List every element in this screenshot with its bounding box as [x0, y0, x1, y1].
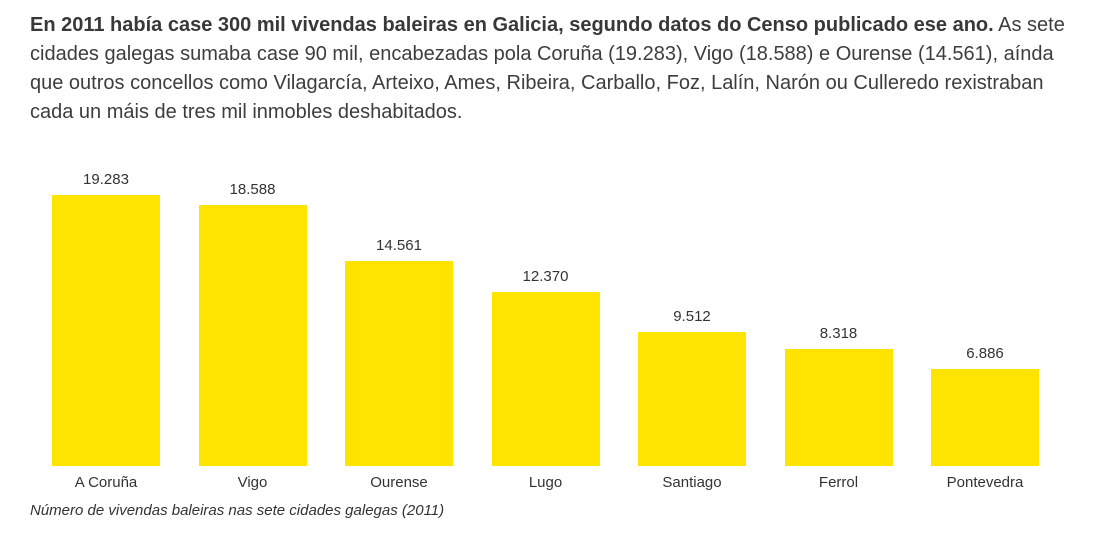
- bar-column-vigo: 18.588: [198, 160, 307, 466]
- bar-a-coruna: [52, 195, 160, 466]
- bar-value-label-ourense: 14.561: [376, 237, 422, 254]
- bar-chart: 19.283 18.588 14.561 12.370 9.512 8.318 6.886 …: [0, 160, 1108, 496]
- bar-column-santiago: 9.512: [638, 160, 746, 466]
- bar-vigo: [198, 205, 307, 466]
- bar-lugo: [491, 292, 600, 466]
- x-axis-label-ferrol: Ferrol: [818, 474, 859, 491]
- chart-caption: Número de vivendas baleiras nas sete cid…: [30, 502, 445, 519]
- bar-santiago: [638, 332, 746, 466]
- bar-value-label-a-coruna: 19.283: [83, 171, 129, 188]
- intro-lead-sentence: En 2011 había case 300 mil vivendas bale…: [30, 14, 994, 36]
- bar-column-ferrol: 8.318: [784, 160, 893, 466]
- x-axis-label-ourense: Ourense: [370, 474, 428, 491]
- bar-value-label-lugo: 12.370: [522, 268, 569, 285]
- bar-value-label-pontevedra: 6.886: [966, 345, 1004, 362]
- intro-paragraph: En 2011 había case 300 mil vivendas bale…: [30, 11, 1070, 127]
- bar-column-pontevedra: 6.886: [931, 160, 1039, 466]
- bar-value-label-ferrol: 8.318: [819, 325, 858, 342]
- x-axis-label-santiago: Santiago: [662, 474, 722, 491]
- chart-plot-area: 19.283 18.588 14.561 12.370 9.512 8.318 6.886: [0, 160, 1108, 466]
- x-axis-label-pontevedra: Pontevedra: [946, 474, 1024, 491]
- bar-column-ourense: 14.561: [345, 160, 453, 466]
- x-axis-label-lugo: Lugo: [528, 474, 563, 491]
- bar-column-a-coruna: 19.283: [52, 160, 160, 466]
- x-axis-label-vigo: Vigo: [237, 474, 268, 491]
- bar-ferrol: [784, 349, 893, 466]
- bar-ourense: [345, 261, 453, 466]
- bar-column-lugo: 12.370: [491, 160, 600, 466]
- x-axis-label-a-coruna: A Coruña: [74, 474, 138, 491]
- bar-value-label-vigo: 18.588: [229, 181, 276, 198]
- bar-pontevedra: [931, 369, 1039, 466]
- intro-body-text: As sete cidades galegas sumaba case 90 m…: [30, 14, 1065, 123]
- bar-value-label-santiago: 9.512: [673, 308, 711, 325]
- chart-x-axis: A Coruña Vigo Ourense Lugo Santiago Ferrol Pon…: [0, 466, 1108, 496]
